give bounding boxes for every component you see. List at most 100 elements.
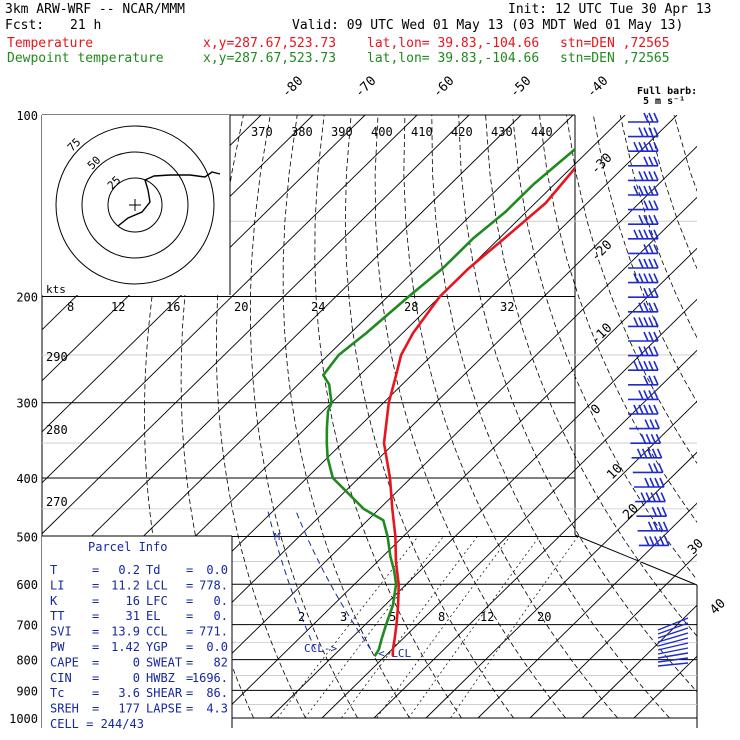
- barb-legend-value: 5 m s⁻¹: [643, 96, 685, 107]
- dry-adiabat: [485, 115, 697, 637]
- hodograph-ring-25: [107, 177, 163, 233]
- isotherm: [217, 247, 697, 719]
- dry-adiabat: [512, 115, 697, 581]
- pressure-label-800: 800: [16, 654, 38, 668]
- model-title: 3km ARW-WRF -- NCAR/MMM: [5, 2, 186, 17]
- lcl-label: <-LCL: [378, 647, 411, 660]
- pressure-label-500: 500: [16, 530, 38, 544]
- dry-adiabat: [701, 115, 740, 718]
- parcel-key-sreh: SREH: [50, 702, 79, 716]
- parcel-eq: =: [92, 655, 99, 669]
- wind-barb: [637, 521, 669, 532]
- inset-barb: [657, 622, 689, 635]
- dewpoint-legend: Dewpoint temperature: [7, 51, 164, 66]
- theta-labels: 370 380 390 400 410 420 430 440: [251, 125, 553, 139]
- isotherm: [477, 502, 697, 719]
- wind-barb: [628, 390, 659, 401]
- isotherm-label--30: -30: [588, 151, 615, 178]
- parcel-eq: =: [92, 640, 99, 654]
- forecast-label: Fcst:: [5, 18, 45, 33]
- isotherm: [425, 451, 697, 719]
- wind-barb: [628, 214, 659, 225]
- parcel-value-lfc: 0.: [214, 594, 228, 608]
- parcel-value-tc: 3.6: [118, 686, 140, 700]
- isotherm: [269, 298, 697, 719]
- mixing-ratio-label-low-3: 3: [340, 610, 347, 624]
- wind-barb: [628, 375, 659, 386]
- wind-barb: [628, 258, 659, 269]
- parcel-key-td: Td: [146, 563, 160, 577]
- parcel-value-ccl: 771.: [199, 625, 228, 639]
- isotherm: [42, 115, 418, 484]
- parcel-key-li: LI: [50, 578, 64, 592]
- parcel-eq: =: [186, 702, 193, 716]
- parcel-key-lfc: LFC: [146, 594, 168, 608]
- wind-barb: [628, 273, 659, 284]
- isotherm-label-30: 30: [685, 536, 707, 558]
- dry-adiabat: [566, 115, 697, 464]
- pressure-label-200: 200: [16, 291, 38, 305]
- wind-barb: [628, 317, 659, 328]
- mixing-ratio-label-low-20: 20: [537, 610, 551, 624]
- dewpoint-coords: x,y=287.67,523.73: [203, 51, 337, 66]
- pressure-label-300: 300: [16, 397, 38, 411]
- parcel-value-td: 0.0: [206, 563, 228, 577]
- parcel-value-svi: 13.9: [111, 625, 140, 639]
- isotherm-label--40: -40: [584, 74, 611, 101]
- parcel-eq: =: [186, 625, 193, 639]
- temperature-latlon: lat,lon= 39.83,-104.66: [367, 36, 540, 51]
- parcel-value-el: 0.: [214, 609, 228, 623]
- parcel-value-sreh: 177: [118, 702, 140, 716]
- parcel-eq: =: [92, 625, 99, 639]
- parcel-value-cape: 0: [133, 655, 140, 669]
- mixing-ratio-label-16: 16: [166, 300, 180, 314]
- dry-adiabat: [619, 115, 697, 339]
- mixing-ratio-line: [450, 536, 579, 719]
- parcel-value-lcl: 778.: [199, 578, 228, 592]
- mixing-ratio-label-20: 20: [234, 300, 248, 314]
- parcel-eq: =: [186, 563, 193, 577]
- parcel-key-lapse: LAPSE: [146, 702, 182, 716]
- wind-barb: [628, 185, 659, 196]
- dry-adiabat: [314, 115, 462, 719]
- dry-adiabat: [431, 115, 670, 719]
- parcel-key-shear: SHEAR: [146, 686, 183, 700]
- dry-adiabat: [458, 115, 697, 693]
- dry-adiabat: [646, 115, 697, 270]
- parcel-eq: =: [92, 609, 99, 623]
- isotherm: [321, 349, 697, 719]
- wind-barb: [628, 287, 659, 299]
- mixing-ratio-label-32: 32: [500, 300, 514, 314]
- wind-barb: [630, 433, 662, 445]
- dry-adiabat-label-280: 280: [46, 423, 68, 437]
- parcel-eq: =: [186, 594, 193, 608]
- dry-adiabat-label-290: 290: [46, 350, 68, 364]
- isotherm: [529, 553, 697, 719]
- isotherm-label--10: -10: [588, 321, 615, 348]
- wind-barb: [628, 156, 659, 167]
- wind-barb: [628, 302, 659, 313]
- dry-adiabat-label-270: 270: [46, 495, 68, 509]
- mixing-ratio-label-8: 8: [67, 300, 74, 314]
- dry-adiabat: [282, 115, 410, 719]
- parcel-eq: =: [92, 702, 99, 716]
- parcel-eq: =: [92, 686, 99, 700]
- isotherm: [165, 196, 697, 719]
- parcel-key-sweat: SWEAT: [146, 655, 182, 669]
- dewpoint-station: stn=DEN ,72565: [560, 51, 670, 66]
- dry-adiabat-labels: 290 280 270: [46, 350, 68, 509]
- mixing-ratio-label-low-8: 8: [438, 610, 445, 624]
- wind-barb: [629, 419, 660, 430]
- mixing-ratio-line: [376, 536, 511, 719]
- parcel-key-k: K: [50, 594, 58, 608]
- barb-legend-title: Full barb:: [637, 86, 697, 97]
- parcel-value-cin: 0: [133, 671, 140, 685]
- pressure-label-100: 100: [16, 109, 38, 123]
- theta-label-390: 390: [331, 125, 353, 139]
- pressure-label-700: 700: [16, 619, 38, 633]
- parcel-value-lapse: 4.3: [206, 702, 228, 716]
- pressure-axis-labels: 100 200 300 400 500 600 700 800 900 1000: [9, 109, 38, 726]
- wind-barb: [636, 506, 668, 518]
- isotherm-label-40: 40: [707, 596, 729, 618]
